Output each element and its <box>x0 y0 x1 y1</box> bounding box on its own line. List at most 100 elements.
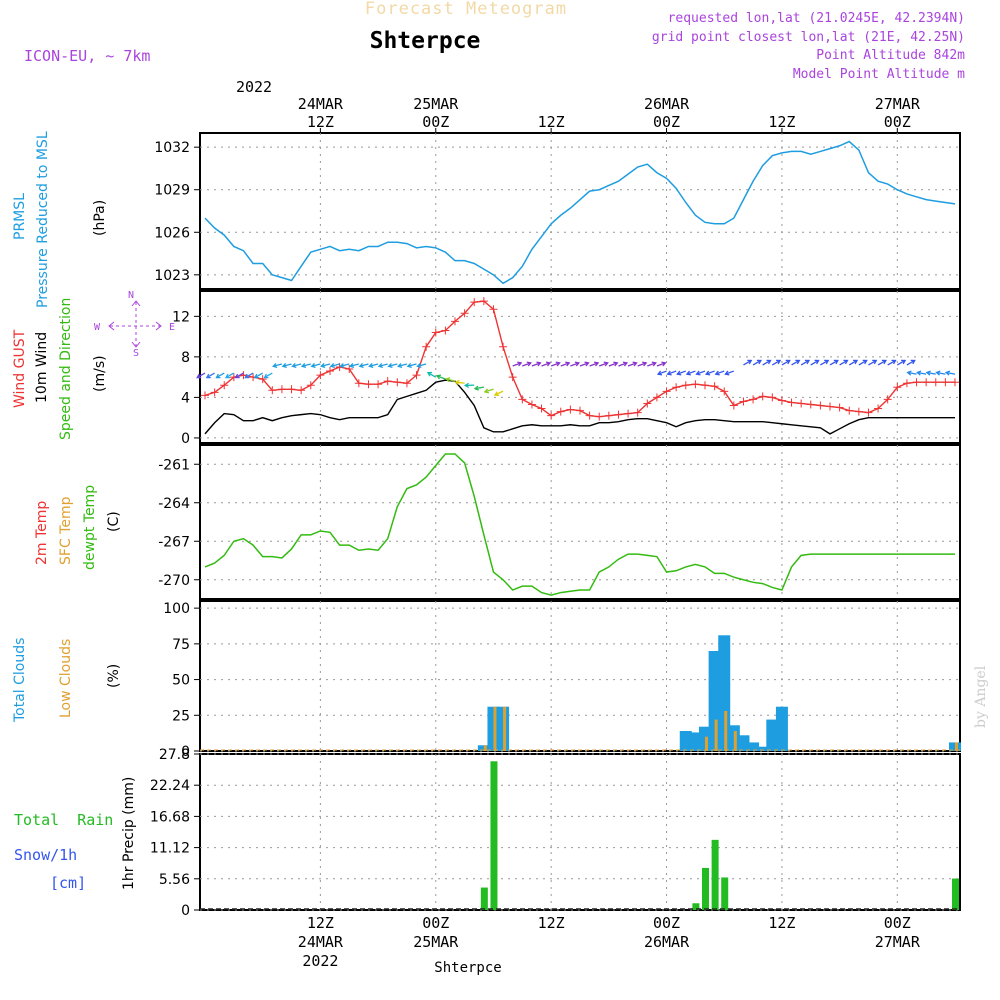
ytick-label-clouds: 100 <box>163 601 190 617</box>
dewpt-label: dewpt Temp <box>82 485 98 570</box>
ytick-label-wind: 0 <box>181 431 190 447</box>
top-hour-label: 12Z <box>307 113 334 131</box>
wind-direction-arrow <box>388 363 398 367</box>
ytick-label-precip: 0 <box>181 903 190 919</box>
precip-bar <box>490 761 498 910</box>
wind-direction-arrow <box>907 371 917 375</box>
wind-direction-arrow <box>330 363 340 367</box>
ytick-label-temperature: -264 <box>158 496 190 512</box>
top-hour-label: 12Z <box>538 113 565 131</box>
wind-direction-arrow <box>494 390 504 396</box>
wind-direction-arrow <box>667 370 677 375</box>
wind-gust-point <box>672 383 681 392</box>
wind-gust-point <box>729 401 738 410</box>
wind-direction-arrowhead <box>756 359 762 365</box>
precip-bar <box>721 877 729 910</box>
ytick-label-clouds: 75 <box>172 637 190 653</box>
wind-direction-arrow <box>301 363 311 367</box>
wind-direction-arrowhead <box>724 370 730 376</box>
wind-direction-arrow <box>868 359 877 366</box>
wind-gust-point <box>874 404 883 413</box>
low-cloud-bar <box>724 711 728 751</box>
wind-direction-arrow <box>810 359 819 366</box>
wind-gust-point <box>864 408 873 417</box>
wind-10m-line <box>204 379 955 435</box>
wind-direction-arrowhead <box>776 359 782 365</box>
snow-label: Snow/1h <box>14 846 77 864</box>
wind-direction-arrowhead <box>377 362 384 369</box>
wind-direction-arrowhead <box>253 373 259 379</box>
wind-gust-point <box>306 381 315 390</box>
prmsl-long-label: Pressure Reduced to MSL <box>35 131 51 308</box>
station-title: Shterpce <box>370 28 481 54</box>
sfc-label: SFC Temp <box>58 496 74 565</box>
wind-gust-point <box>893 383 902 392</box>
wind-direction-arrow <box>762 359 771 366</box>
wind-direction-arrow <box>677 370 686 375</box>
wind-direction-arrow <box>196 372 206 379</box>
wind-direction-arrow <box>254 372 264 379</box>
wind-direction-arrowhead <box>224 373 231 379</box>
credit-text: by Angel <box>973 665 989 728</box>
wind-direction-arrow <box>216 372 225 379</box>
bottom-hour-label: 00Z <box>653 914 680 932</box>
wind-gust-point <box>710 382 719 391</box>
wind-gust-point <box>441 326 450 335</box>
wind-gust-point <box>931 378 940 387</box>
degc-label: (C) <box>106 511 122 532</box>
wind-direction-arrowhead <box>358 362 364 369</box>
wind-direction-arrow <box>206 372 215 379</box>
top-date-label: 26MAR <box>644 95 690 113</box>
wind-gust-point <box>566 405 575 414</box>
total-cloud-bar <box>756 746 769 751</box>
wind-direction-arrow <box>292 363 302 367</box>
wind-gust-point <box>662 387 671 396</box>
wind-gust-point <box>268 386 277 395</box>
wind-gust-point <box>816 401 825 410</box>
wind-direction-arrow <box>407 363 417 367</box>
wind-direction-arrowhead <box>565 361 571 367</box>
wind-direction-arrow <box>599 362 608 367</box>
wind-direction-arrowhead <box>272 362 278 369</box>
wind-direction-arrowhead <box>234 373 240 379</box>
wind-direction-arrowhead <box>925 370 931 376</box>
wind-direction-arrowhead <box>196 373 202 379</box>
wind-gust-point <box>768 393 777 402</box>
wind-direction-arrow <box>725 370 735 375</box>
data-marks <box>196 140 961 910</box>
wind-gust-point <box>720 387 729 396</box>
wind-direction-arrow <box>696 370 706 375</box>
ms-label: (m/s) <box>92 355 108 392</box>
ytick-label-clouds: 50 <box>172 673 190 689</box>
wind-direction-arrow <box>560 362 570 367</box>
low-clouds-label: Low Clouds <box>58 639 74 718</box>
wind-direction-arrowhead <box>714 370 720 376</box>
wind-direction-arrowhead <box>766 359 772 365</box>
ytick-label-pressure: 1023 <box>154 268 190 284</box>
wind-direction-arrowhead <box>613 361 619 367</box>
wind-direction-arrowhead <box>906 370 912 376</box>
wind-direction-arrow <box>656 362 666 367</box>
wind-direction-arrowhead <box>406 362 412 369</box>
wind-direction-arrow <box>225 372 235 379</box>
wind-gust-point <box>556 407 565 416</box>
wind-direction-arrowhead <box>853 359 859 365</box>
total-cloud-bar <box>747 742 760 751</box>
ytick-label-clouds: 25 <box>172 708 190 724</box>
wind-gust-point <box>460 309 469 318</box>
wind-direction-arrow <box>829 359 839 366</box>
wind-direction-arrowhead <box>555 361 561 367</box>
top-date-label: 25MAR <box>413 95 459 113</box>
wind-direction-arrowhead <box>632 361 638 367</box>
wind-gust-point <box>595 412 604 421</box>
wind-direction-arrow <box>877 359 887 366</box>
wind-direction-arrowhead <box>435 374 442 380</box>
wind-direction-arrowhead <box>804 359 811 365</box>
top-date-label: 24MAR <box>298 95 344 113</box>
wind-gust-point <box>518 395 527 404</box>
wind-gust-point <box>749 395 758 404</box>
top-hour-label: 12Z <box>768 113 795 131</box>
wind-direction-arrow <box>378 363 388 367</box>
